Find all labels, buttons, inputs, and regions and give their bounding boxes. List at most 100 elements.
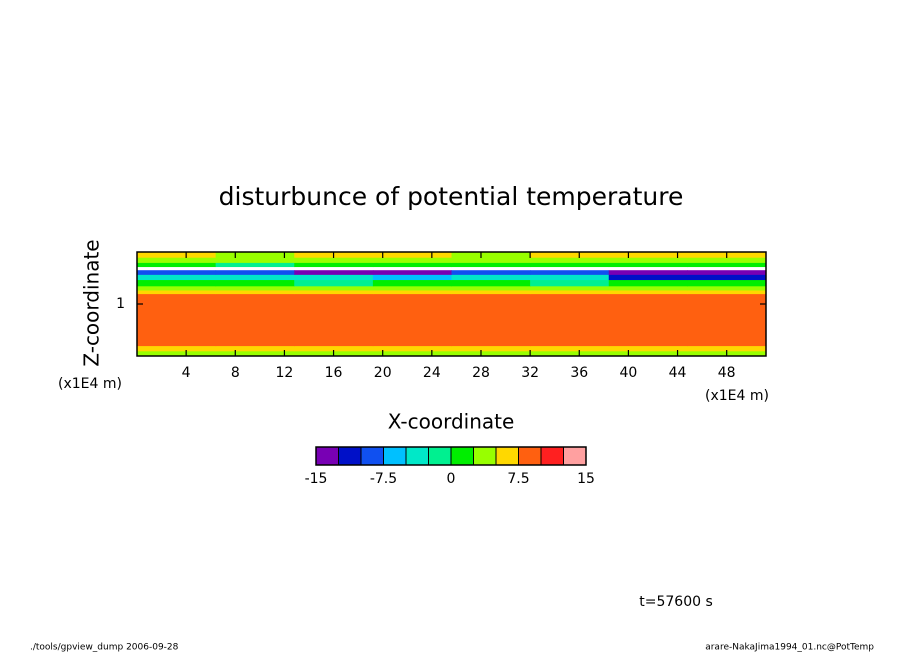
field-cell	[530, 262, 610, 268]
x-tick-label: 32	[521, 365, 539, 381]
x-tick-label: 40	[619, 365, 637, 381]
field-cell	[294, 345, 374, 352]
field-cell	[215, 274, 295, 281]
annotation: t=57600 s	[639, 594, 713, 610]
field-cell	[294, 270, 374, 275]
field-cell	[372, 289, 452, 295]
field-cell	[294, 274, 374, 281]
field-cell	[687, 293, 767, 347]
field-cell	[608, 285, 688, 291]
field-cell	[608, 252, 688, 258]
field-cell	[530, 257, 610, 263]
field-cell	[451, 279, 531, 287]
x-axis-label: X-coordinate	[388, 410, 515, 434]
field-cell	[608, 293, 688, 347]
x-tick-label: 36	[570, 365, 588, 381]
colorbar-cell	[563, 446, 587, 466]
field-cell	[530, 289, 610, 295]
field-cell	[215, 257, 295, 263]
colorbar-cell	[518, 446, 542, 466]
field-cell	[137, 274, 217, 281]
field-cell	[137, 350, 217, 357]
field-cell	[137, 262, 217, 268]
colorbar-cell	[428, 446, 452, 466]
colorbar-cell	[383, 446, 407, 466]
field-cell	[137, 270, 217, 275]
field-cell	[530, 270, 610, 275]
field-cell	[215, 289, 295, 295]
field-cell	[215, 285, 295, 291]
x-tick-label: 28	[472, 365, 490, 381]
field-cell	[451, 345, 531, 352]
y-tick-label: 1	[116, 296, 125, 312]
field-cell	[294, 262, 374, 268]
field-cell	[215, 293, 295, 347]
field-cell	[137, 345, 217, 352]
field-cell	[687, 285, 767, 291]
field-cell	[137, 279, 217, 287]
colorbar-label: 15	[577, 471, 595, 487]
field-cell	[294, 279, 374, 287]
field-cell	[215, 350, 295, 357]
field-cell	[372, 285, 452, 291]
field-cell	[687, 345, 767, 352]
field-cell	[608, 345, 688, 352]
field-cell	[372, 293, 452, 347]
field-cell	[687, 279, 767, 287]
field-cell	[137, 257, 217, 263]
field-cell	[372, 274, 452, 281]
colorbar-cell	[540, 446, 564, 466]
field-cell	[451, 293, 531, 347]
field-cell	[215, 279, 295, 287]
colorbar-label: -7.5	[370, 471, 397, 487]
field-cell	[608, 350, 688, 357]
footer-left: ./tools/gpview_dump 2006-09-28	[30, 643, 179, 653]
field-cell	[294, 293, 374, 347]
field-cell	[372, 257, 452, 263]
x-tick-label: 4	[182, 365, 191, 381]
field-cell	[215, 270, 295, 275]
colorbar-cell	[495, 446, 519, 466]
colorbar-cell	[360, 446, 384, 466]
x-tick-label: 8	[231, 365, 240, 381]
field-cell	[451, 350, 531, 357]
field-cell	[530, 285, 610, 291]
x-unit: (x1E4 m)	[705, 388, 769, 404]
field-cell	[137, 289, 217, 295]
field-cell	[530, 350, 610, 357]
field-cell	[451, 289, 531, 295]
field-cell	[137, 252, 217, 258]
field-cell	[530, 293, 610, 347]
field-cell	[451, 274, 531, 281]
colorbar-label: -15	[305, 471, 328, 487]
field-cell	[608, 289, 688, 295]
field-cell	[687, 270, 767, 275]
field-cell	[608, 274, 688, 281]
field-cell	[451, 257, 531, 263]
colorbar-label: 0	[447, 471, 456, 487]
field-cell	[608, 257, 688, 263]
x-tick-label: 48	[718, 365, 736, 381]
y-unit: (x1E4 m)	[58, 376, 122, 392]
field-cell	[530, 252, 610, 258]
field-cell	[372, 279, 452, 287]
field-cell	[687, 262, 767, 268]
x-tick-label: 24	[423, 365, 441, 381]
field-cell	[451, 285, 531, 291]
field-cell	[451, 270, 531, 275]
field-cell	[608, 262, 688, 268]
colorbar-label: 7.5	[507, 471, 529, 487]
field-cell	[294, 257, 374, 263]
colorbar-cell	[405, 446, 429, 466]
x-tick-label: 16	[325, 365, 343, 381]
field-cell	[294, 285, 374, 291]
field-cell	[215, 262, 295, 268]
field-cell	[530, 345, 610, 352]
field-cell	[215, 345, 295, 352]
field-cell	[451, 262, 531, 268]
field-cell	[137, 293, 217, 347]
footer-right: arare-NakaJima1994_01.nc@PotTemp	[705, 643, 874, 653]
colorbar-cell	[473, 446, 497, 466]
field-cell	[687, 257, 767, 263]
field-cell	[372, 252, 452, 258]
